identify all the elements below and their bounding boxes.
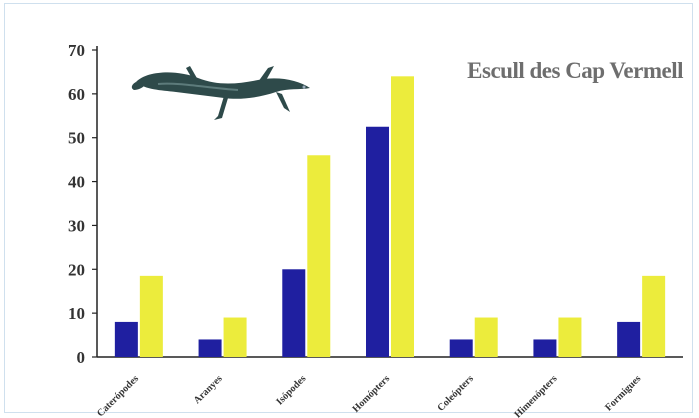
x-tick-label: Caterópodes: [95, 373, 141, 418]
y-tick-label: 60: [68, 85, 85, 104]
bar: [282, 269, 306, 357]
x-tick-label: Coleópters: [435, 373, 475, 413]
bar: [198, 339, 222, 357]
bar: [533, 339, 557, 357]
bar: [449, 339, 473, 357]
bar: [558, 317, 582, 357]
y-tick-label: 50: [68, 129, 85, 148]
y-tick-label: 0: [77, 348, 86, 367]
bar: [114, 321, 138, 357]
bar: [474, 317, 498, 357]
x-tick-label: Isópodes: [274, 373, 308, 407]
y-tick-label: 10: [68, 304, 85, 323]
bar: [366, 126, 389, 357]
x-tick-label: Homópters: [351, 373, 393, 415]
bar: [307, 155, 331, 357]
bar: [617, 321, 641, 357]
x-tick-label: Himenópters: [512, 373, 559, 418]
x-tick-label: Aranyes: [192, 373, 225, 406]
bar: [642, 275, 666, 357]
bar: [391, 76, 414, 358]
y-tick-label: 30: [68, 216, 85, 235]
y-tick-label: 40: [68, 173, 85, 192]
chart-title: Escull des Cap Vermell: [467, 58, 683, 83]
y-tick-label: 70: [68, 41, 85, 60]
bar: [139, 275, 163, 357]
lizard-icon: [131, 66, 310, 120]
y-tick-label: 20: [68, 260, 85, 279]
x-tick-label: Formigues: [603, 373, 643, 413]
bar: [223, 317, 247, 357]
